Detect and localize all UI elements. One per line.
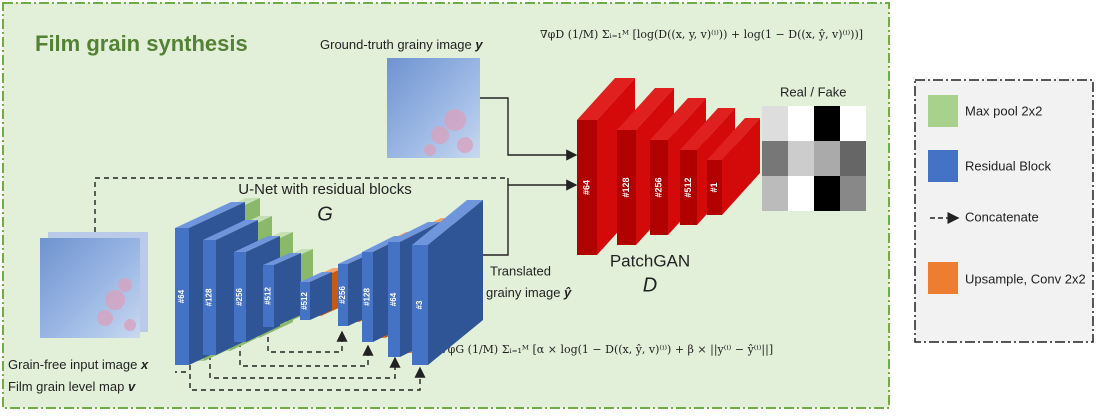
legend-label: Upsample, Conv 2x2: [965, 271, 1086, 286]
label-var: x: [140, 357, 149, 372]
block-label: #64: [581, 180, 591, 195]
block-label: #512: [264, 287, 273, 305]
label-var: v: [128, 379, 136, 394]
patch-cell: [762, 141, 788, 176]
block-label: #512: [300, 292, 309, 310]
translated-label: Translated: [490, 263, 551, 278]
block-label: #64: [389, 292, 398, 306]
patch-cell: [840, 141, 866, 176]
block-label: #64: [177, 289, 186, 303]
legend-label: Max pool 2x2: [965, 103, 1042, 118]
label-text: Grain-free input image: [8, 357, 141, 372]
patch-grid: [762, 106, 866, 211]
input-label: Grain-free input image x: [8, 357, 149, 372]
generator-loss: ∇φG (1/M) Σᵢ₌₁ᴹ [α × log(1 − D((x, ŷ, v)…: [440, 343, 773, 357]
block-label: #128: [363, 288, 372, 306]
block-label: #512: [683, 177, 693, 197]
patch-cell: [788, 141, 814, 176]
discriminator-symbol: D: [643, 274, 657, 296]
patch-cell: [814, 176, 840, 211]
label-text: grainy image: [486, 285, 564, 300]
block-label: #128: [621, 177, 631, 197]
diagram: Film grain synthesis ∇φD (1/M) Σᵢ₌₁ᴹ [lo…: [0, 0, 1101, 413]
patch-cell: [840, 106, 866, 141]
block-label: #128: [205, 288, 214, 306]
block-label: #256: [338, 286, 347, 304]
patch-cell: [788, 176, 814, 211]
patch-cell: [762, 176, 788, 211]
block-label: #3: [415, 300, 424, 309]
real-fake-label: Real / Fake: [780, 84, 846, 99]
label-text: Ground-truth grainy image: [320, 37, 475, 52]
discriminator-loss: ∇φD (1/M) Σᵢ₌₁ᴹ [log(D((x, y, v)⁽ⁱ⁾)) + …: [540, 28, 863, 41]
translated-label: grainy image ŷ: [486, 285, 572, 300]
patch-cell: [788, 106, 814, 141]
block-label: #1: [709, 182, 719, 192]
discriminator-name: PatchGAN: [610, 251, 690, 270]
patch-cell: [814, 106, 840, 141]
legend-swatch: [928, 95, 958, 127]
level-map-label: Film grain level map v: [8, 379, 136, 394]
block-side: [274, 253, 301, 327]
block-label: #256: [235, 288, 244, 306]
block-label: #256: [653, 177, 663, 197]
patch-cell: [814, 141, 840, 176]
label-var: y: [474, 37, 483, 52]
patch-cell: [840, 176, 866, 211]
legend-swatch: [928, 150, 958, 182]
generator-name: U-Net with residual blocks: [238, 181, 411, 198]
label-text: Film grain level map: [8, 379, 128, 394]
legend-label: Residual Block: [965, 158, 1051, 173]
legend-swatch: [928, 262, 958, 294]
ground-truth-label: Ground-truth grainy image y: [320, 37, 483, 52]
patch-cell: [762, 106, 788, 141]
title: Film grain synthesis: [35, 31, 248, 56]
label-var: ŷ: [563, 285, 572, 300]
generator-symbol: G: [317, 203, 333, 225]
legend-label: Concatenate: [965, 209, 1039, 224]
